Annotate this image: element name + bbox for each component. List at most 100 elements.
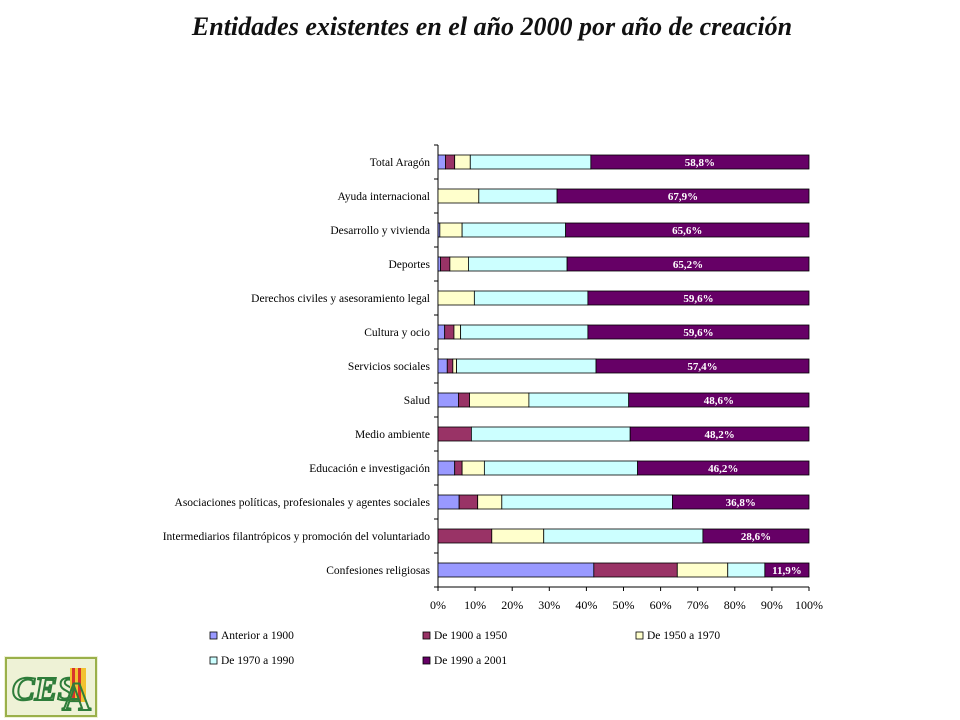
x-tick-label: 40% (575, 598, 597, 612)
bar-segment (587, 324, 810, 340)
bar-segment (566, 256, 810, 272)
bar-segment (501, 494, 673, 510)
bar-segment (637, 460, 810, 476)
bar-segment (446, 358, 454, 374)
svg-text:A: A (62, 674, 91, 718)
legend-swatch (209, 656, 218, 665)
data-label: 11,9% (772, 565, 802, 577)
bar-segment (437, 290, 475, 306)
bar-segment (629, 426, 810, 442)
bar-segment (478, 188, 558, 204)
bar-segment (477, 494, 503, 510)
data-label: 46,2% (708, 463, 738, 475)
bar-segment (437, 426, 472, 442)
bar-segment (672, 494, 810, 510)
bar-segment (491, 528, 545, 544)
data-label: 65,6% (672, 225, 702, 237)
bar-segment (556, 188, 810, 204)
category-label: Deportes (388, 259, 430, 271)
category-label: Desarrollo y vivienda (330, 225, 430, 237)
bar-segment (437, 392, 459, 408)
legend-label: De 1900 a 1950 (434, 630, 507, 642)
bar-segment (437, 154, 446, 170)
bar-segment (470, 426, 631, 442)
data-label: 59,6% (683, 327, 713, 339)
category-label: Intermediarios filantrópicos y promoción… (163, 531, 431, 543)
data-label: 48,6% (704, 395, 734, 407)
bar-segment (764, 562, 810, 578)
x-tick-label: 10% (464, 598, 486, 612)
category-label: Medio ambiente (355, 429, 430, 441)
legend-swatch (209, 631, 218, 640)
cesa-logo: CES A (4, 656, 98, 718)
bar-segment (454, 154, 471, 170)
bar-segment (437, 358, 448, 374)
bar-segment (437, 324, 446, 340)
bar-segment (528, 392, 630, 408)
bar-segment (543, 528, 704, 544)
category-label: Salud (404, 395, 430, 407)
category-label: Derechos civiles y asesoramiento legal (251, 293, 430, 305)
bar-segment (595, 358, 810, 374)
legend-label: De 1990 a 2001 (434, 655, 507, 667)
bar-segment (437, 460, 456, 476)
data-label: 36,8% (726, 497, 756, 509)
bar-segment (452, 358, 457, 374)
data-label: 48,2% (704, 429, 734, 441)
bar-segment (460, 324, 589, 340)
chart-title: Entidades existentes en el año 2000 por … (191, 12, 793, 41)
category-label: Cultura y ocio (364, 327, 430, 339)
category-label: Ayuda internacional (337, 191, 430, 203)
bar-segment (439, 222, 463, 238)
bar-segment (458, 494, 479, 510)
bar-segment (590, 154, 810, 170)
bar-segment (593, 562, 678, 578)
bar-segment (483, 460, 638, 476)
legend-swatch (422, 656, 431, 665)
data-label: 28,6% (741, 531, 771, 543)
bar-segment (469, 392, 530, 408)
bar-segment (437, 528, 493, 544)
legend-swatch (422, 631, 431, 640)
legend-label: De 1970 a 1990 (221, 655, 294, 667)
x-tick-label: 60% (650, 598, 672, 612)
data-label: 57,4% (687, 361, 717, 373)
data-label: 58,8% (685, 157, 715, 169)
bar-segment (473, 290, 589, 306)
bar-segment (469, 154, 592, 170)
x-tick-label: 70% (687, 598, 709, 612)
bar-segment (468, 256, 568, 272)
category-label: Servicios sociales (348, 361, 431, 373)
data-label: 65,2% (673, 259, 703, 271)
category-label: Asociaciones políticas, profesionales y … (175, 497, 431, 509)
legend-swatch (635, 631, 644, 640)
category-label: Total Aragón (370, 157, 430, 169)
legend-label: Anterior a 1900 (221, 630, 294, 642)
bar-segment (437, 562, 595, 578)
bar-segment (449, 256, 469, 272)
bar-segment (453, 324, 462, 340)
legend-label: De 1950 a 1970 (647, 630, 720, 642)
category-label: Confesiones religiosas (326, 565, 430, 577)
data-label: 59,6% (683, 293, 713, 305)
bar-segment (458, 392, 470, 408)
bar-segment (437, 188, 480, 204)
bar-segment (587, 290, 810, 306)
bar-segment (461, 460, 485, 476)
x-tick-label: 80% (724, 598, 746, 612)
x-tick-label: 90% (761, 598, 783, 612)
bar-segment (676, 562, 729, 578)
bar-segment (702, 528, 810, 544)
bar-segment (440, 256, 451, 272)
bar-segment (437, 494, 460, 510)
bar-segment (445, 154, 456, 170)
x-tick-label: 100% (795, 598, 823, 612)
bar-segment (454, 460, 463, 476)
bar-segment (456, 358, 597, 374)
bar-segment (461, 222, 567, 238)
bar-segment (444, 324, 455, 340)
bar-segment (565, 222, 810, 238)
data-label: 67,9% (668, 191, 698, 203)
bar-segment (727, 562, 766, 578)
